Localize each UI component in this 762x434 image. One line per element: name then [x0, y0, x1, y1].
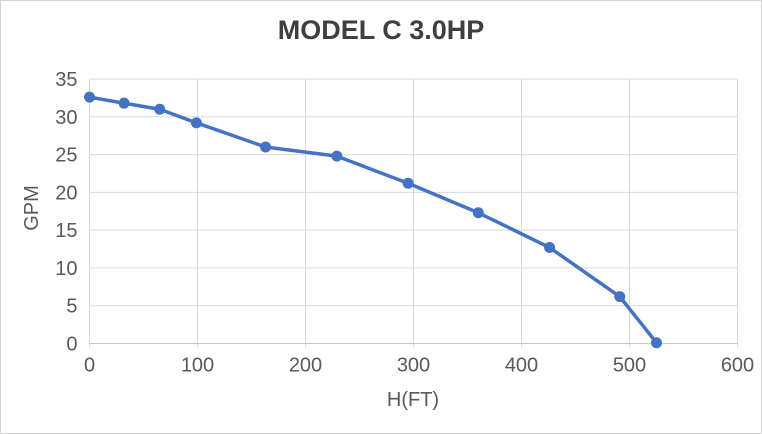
data-point-marker	[402, 177, 414, 189]
x-tick-label: 500	[613, 355, 646, 377]
y-tick-label: 15	[55, 220, 77, 242]
x-tick-label: 300	[397, 355, 430, 377]
y-tick-label: 10	[55, 258, 77, 280]
gridlines	[89, 78, 738, 348]
data-point-marker	[614, 291, 626, 303]
data-point-marker	[544, 242, 556, 254]
data-point-marker	[154, 103, 166, 115]
data-point-marker	[190, 117, 202, 129]
x-tick-label: 600	[721, 355, 754, 377]
data-point-marker	[472, 207, 484, 219]
data-point-marker	[260, 141, 272, 153]
x-tick-label: 100	[181, 355, 214, 377]
y-axis-title: GPM	[21, 185, 43, 231]
data-point-marker	[84, 91, 95, 103]
x-tick-label: 200	[289, 355, 322, 377]
x-axis-title: H(FT)	[387, 389, 439, 411]
data-point-marker	[118, 97, 130, 109]
y-tick-label: 35	[55, 69, 77, 91]
y-tick-label: 5	[66, 296, 77, 318]
data-point-marker	[651, 337, 662, 349]
x-tick-label: 0	[84, 355, 95, 377]
y-tick-label: 20	[55, 182, 77, 204]
y-tick-label: 30	[55, 107, 77, 129]
data-series	[84, 91, 662, 349]
y-tick-label: 25	[55, 145, 77, 167]
y-tick-label: 0	[66, 334, 77, 356]
data-point-marker	[331, 150, 343, 162]
x-tick-label: 400	[505, 355, 538, 377]
tick-labels: 0 5 10 15 20 25 30 35 0 100 200 300 400 500 600	[55, 69, 754, 377]
